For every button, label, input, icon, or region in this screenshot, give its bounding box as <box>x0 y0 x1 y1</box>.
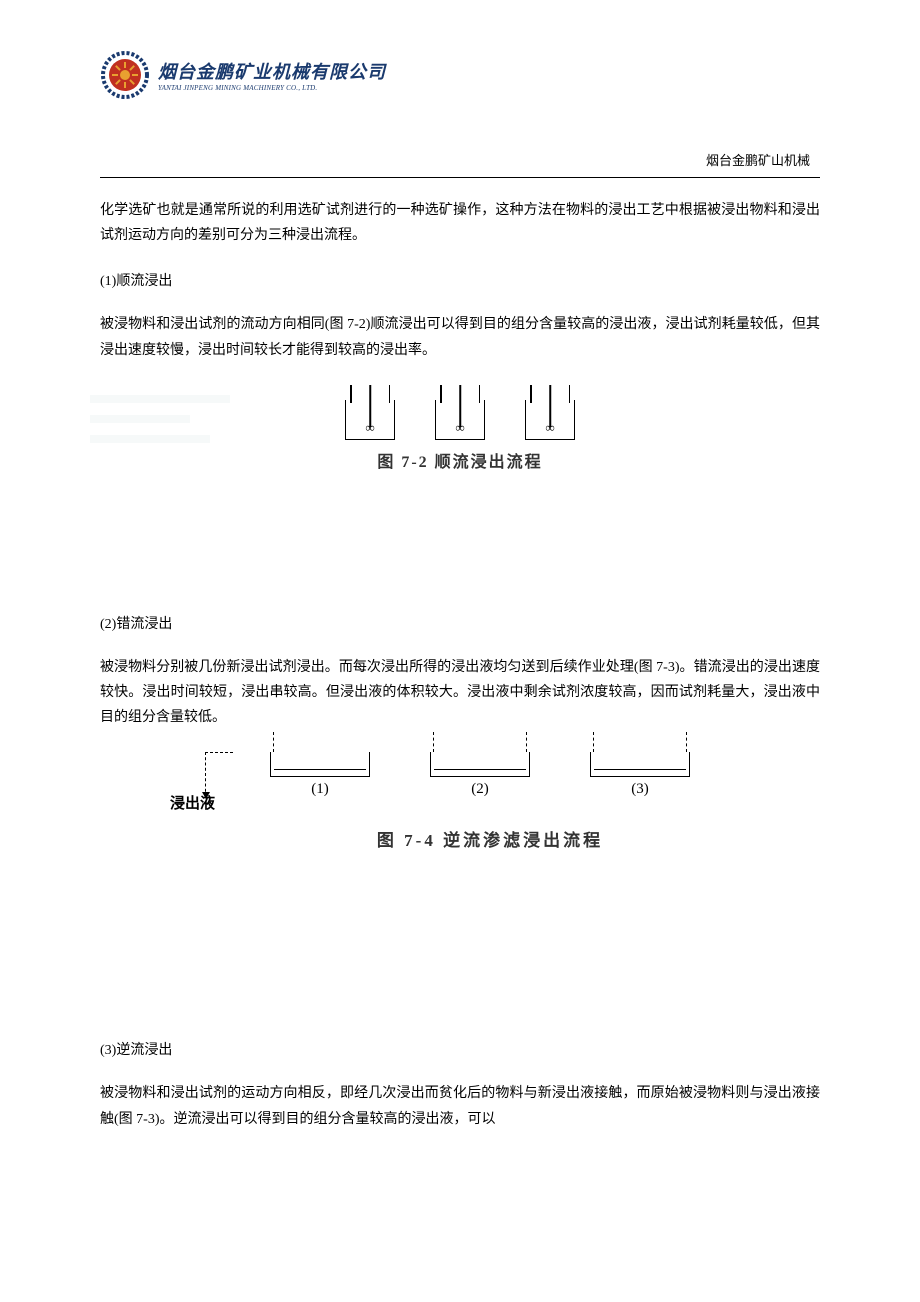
section-1-text: 被浸物料和浸出试剂的流动方向相同(图 7-2)顺流浸出可以得到目的组分含量较高的… <box>100 312 820 362</box>
spacer-2 <box>100 881 820 1031</box>
leachate-label: 浸出液 <box>170 792 215 813</box>
tray-2: (2) <box>425 752 535 798</box>
section-3-text: 被浸物料和浸出试剂的运动方向相反，即经几次浸出而贫化后的物料与新浸出液接触，而原… <box>100 1081 820 1131</box>
logo-subtitle: YANTAI JINPENG MINING MACHINERY CO., LTD… <box>158 84 386 92</box>
section-1-label: (1)顺流浸出 <box>100 270 820 290</box>
figure-2-caption: 图 7-4 逆流渗滤浸出流程 <box>160 826 820 851</box>
logo-text-block: 烟台金鹏矿业机械有限公司 YANTAI JINPENG MINING MACHI… <box>158 58 386 92</box>
tank-2: ∞ <box>430 385 490 440</box>
logo-icon <box>100 50 150 100</box>
page-container: 烟台金鹏矿业机械有限公司 YANTAI JINPENG MINING MACHI… <box>0 0 920 1194</box>
tray-1-label: (1) <box>265 781 375 798</box>
header-company-text: 烟台金鹏矿山机械 <box>100 150 820 169</box>
tray-2-label: (2) <box>425 781 535 798</box>
logo-title: 烟台金鹏矿业机械有限公司 <box>158 58 386 84</box>
tank-3: ∞ <box>520 385 580 440</box>
logo-area: 烟台金鹏矿业机械有限公司 YANTAI JINPENG MINING MACHI… <box>100 50 820 100</box>
intro-paragraph: 化学选矿也就是通常所说的利用选矿试剂进行的一种选矿操作，这种方法在物料的浸出工艺… <box>100 198 820 248</box>
figure-1-watermark <box>90 390 230 450</box>
tray-1: (1) <box>265 752 375 798</box>
trays-row: (1) (2) (3) <box>140 752 820 798</box>
figure-1-caption: 图 7-2 顺流浸出流程 <box>100 448 820 472</box>
figure-1: ∞ ∞ ∞ 图 7-2 顺流浸出流程 <box>100 385 820 495</box>
figure-2: (1) (2) (3) 浸出液 图 7-4 逆流渗滤浸出流程 <box>100 752 820 851</box>
section-3-label: (3)逆流浸出 <box>100 1039 820 1059</box>
tank-1: ∞ <box>340 385 400 440</box>
section-2-text: 被浸物料分别被几份新浸出试剂浸出。而每次浸出所得的浸出液均匀送到后续作业处理(图… <box>100 655 820 731</box>
header-divider <box>100 177 820 178</box>
spacer-1 <box>100 515 820 605</box>
tray-3-label: (3) <box>585 781 695 798</box>
tray-3: (3) <box>585 752 695 798</box>
section-2-label: (2)错流浸出 <box>100 613 820 633</box>
